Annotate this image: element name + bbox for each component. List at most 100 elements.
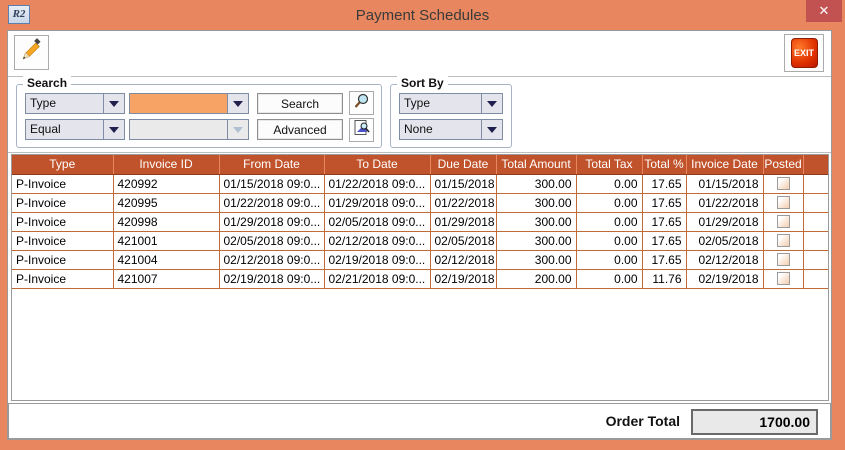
cell-to-date: 02/12/2018 09:0... <box>324 231 431 251</box>
search-groupbox: Search Type Search <box>16 76 382 148</box>
sort2-select[interactable]: None <box>399 119 503 140</box>
cell-filler <box>803 250 828 270</box>
column-header-total-pct[interactable]: Total % <box>642 155 687 175</box>
table-row[interactable]: P-Invoice 420998 01/29/2018 09:0... 02/05/2… <box>12 212 828 232</box>
column-header-posted[interactable]: Posted <box>763 155 804 175</box>
cell-invoice-date: 02/19/2018 <box>686 269 764 289</box>
search-value-input[interactable] <box>129 93 249 114</box>
cell-due-date: 01/15/2018 <box>430 174 497 194</box>
cell-total-pct: 17.65 <box>642 250 687 270</box>
close-button[interactable]: ✕ <box>806 0 842 22</box>
cell-to-date: 02/21/2018 09:0... <box>324 269 431 289</box>
exit-button[interactable]: EXIT <box>784 34 824 72</box>
cell-total-amount: 300.00 <box>496 231 577 251</box>
cell-invoice-date: 02/12/2018 <box>686 250 764 270</box>
chevron-down-icon[interactable] <box>103 120 124 139</box>
column-header-due-date[interactable]: Due Date <box>430 155 497 175</box>
column-header-total-tax[interactable]: Total Tax <box>576 155 643 175</box>
cell-total-tax: 0.00 <box>576 250 643 270</box>
table-row[interactable]: P-Invoice 421004 02/12/2018 09:0... 02/19/2… <box>12 250 828 270</box>
cell-invoice-date: 01/22/2018 <box>686 193 764 213</box>
cell-total-tax: 0.00 <box>576 269 643 289</box>
advanced-search-icon-button[interactable] <box>349 118 374 142</box>
magnifier-icon <box>353 92 371 115</box>
search-field-select[interactable]: Type <box>25 93 125 114</box>
cell-posted <box>763 269 804 289</box>
cell-posted <box>763 212 804 232</box>
app-icon: R2 <box>8 5 30 24</box>
chevron-down-icon[interactable] <box>227 94 248 113</box>
cell-to-date: 02/05/2018 09:0... <box>324 212 431 232</box>
search-icon-button[interactable] <box>349 91 374 115</box>
search-operator-select[interactable]: Equal <box>25 119 125 140</box>
pencil-icon <box>19 37 45 68</box>
column-header-invoice-id[interactable]: Invoice ID <box>113 155 220 175</box>
chevron-down-icon[interactable] <box>103 94 124 113</box>
cell-posted <box>763 250 804 270</box>
cell-invoice-id: 421007 <box>113 269 220 289</box>
cell-type: P-Invoice <box>12 174 114 194</box>
cell-total-amount: 300.00 <box>496 250 577 270</box>
cell-due-date: 01/29/2018 <box>430 212 497 232</box>
column-header-to-date[interactable]: To Date <box>324 155 431 175</box>
exit-icon: EXIT <box>790 38 818 68</box>
sort1-select[interactable]: Type <box>399 93 503 114</box>
cell-type: P-Invoice <box>12 269 114 289</box>
table-row[interactable]: P-Invoice 420995 01/22/2018 09:0... 01/29/2… <box>12 193 828 213</box>
column-header-invoice-date[interactable]: Invoice Date <box>686 155 764 175</box>
column-header-from-date[interactable]: From Date <box>219 155 325 175</box>
cell-invoice-id: 421004 <box>113 250 220 270</box>
column-header-total-amount[interactable]: Total Amount <box>496 155 577 175</box>
cell-to-date: 02/19/2018 09:0... <box>324 250 431 270</box>
cell-invoice-date: 01/15/2018 <box>686 174 764 194</box>
cell-from-date: 01/29/2018 09:0... <box>219 212 325 232</box>
cell-filler <box>803 212 828 232</box>
cell-total-pct: 17.65 <box>642 193 687 213</box>
cell-posted <box>763 231 804 251</box>
cell-from-date: 02/19/2018 09:0... <box>219 269 325 289</box>
cell-filler <box>803 269 828 289</box>
cell-posted <box>763 174 804 194</box>
posted-checkbox[interactable] <box>776 196 790 209</box>
cell-posted <box>763 193 804 213</box>
cell-due-date: 01/22/2018 <box>430 193 497 213</box>
footer-panel: Order Total 1700.00 <box>8 403 831 439</box>
search-button[interactable]: Search <box>257 93 343 114</box>
cell-type: P-Invoice <box>12 193 114 213</box>
chevron-down-icon[interactable] <box>481 94 502 113</box>
toolbar: EXIT <box>8 31 831 77</box>
cell-due-date: 02/12/2018 <box>430 250 497 270</box>
table-header-row: Type Invoice ID From Date To Date Due Date To… <box>12 155 828 175</box>
cell-total-tax: 0.00 <box>576 193 643 213</box>
cell-from-date: 02/05/2018 09:0... <box>219 231 325 251</box>
cell-type: P-Invoice <box>12 231 114 251</box>
chevron-down-icon[interactable] <box>481 120 502 139</box>
title-bar: R2 Payment Schedules ✕ <box>0 0 845 30</box>
cell-to-date: 01/29/2018 09:0... <box>324 193 431 213</box>
posted-checkbox[interactable] <box>776 215 790 228</box>
window-content: EXIT Search Type Search <box>7 30 832 440</box>
table-row[interactable]: P-Invoice 421007 02/19/2018 09:0... 02/21/2… <box>12 269 828 289</box>
order-total-field: 1700.00 <box>691 409 818 435</box>
cell-total-tax: 0.00 <box>576 231 643 251</box>
cell-filler <box>803 174 828 194</box>
sortby-groupbox-title: Sort By <box>397 76 448 90</box>
advanced-button[interactable]: Advanced <box>257 119 343 140</box>
cell-invoice-date: 01/29/2018 <box>686 212 764 232</box>
cell-total-amount: 200.00 <box>496 269 577 289</box>
table-row[interactable]: P-Invoice 421001 02/05/2018 09:0... 02/12/2… <box>12 231 828 251</box>
document-magnifier-icon <box>353 119 371 142</box>
posted-checkbox[interactable] <box>776 177 790 190</box>
cell-due-date: 02/05/2018 <box>430 231 497 251</box>
cell-total-pct: 17.65 <box>642 174 687 194</box>
edit-button[interactable] <box>14 35 49 70</box>
table-row[interactable]: P-Invoice 420992 01/15/2018 09:0... 01/22/2… <box>12 174 828 194</box>
column-header-type[interactable]: Type <box>12 155 114 175</box>
posted-checkbox[interactable] <box>776 272 790 285</box>
cell-invoice-id: 420992 <box>113 174 220 194</box>
cell-type: P-Invoice <box>12 250 114 270</box>
posted-checkbox[interactable] <box>776 253 790 266</box>
posted-checkbox[interactable] <box>776 234 790 247</box>
window-title: Payment Schedules <box>355 6 490 24</box>
